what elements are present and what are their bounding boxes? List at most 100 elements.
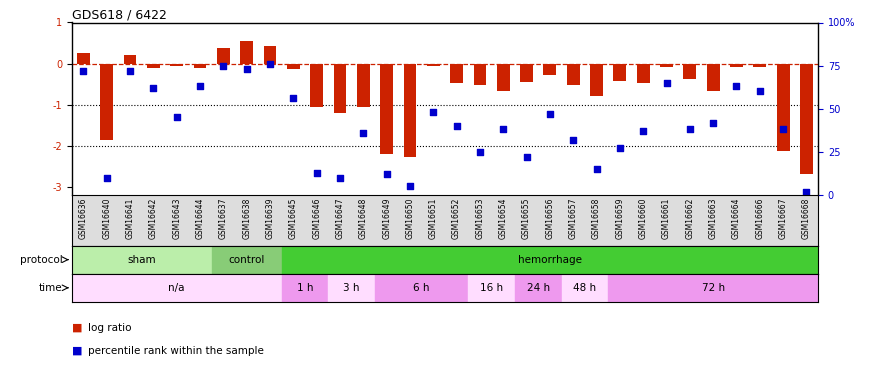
Text: GSM16656: GSM16656 <box>545 198 555 239</box>
Point <box>542 111 556 117</box>
Point <box>730 83 744 89</box>
Point <box>286 95 300 101</box>
Text: GDS618 / 6422: GDS618 / 6422 <box>72 8 166 21</box>
Bar <box>730 64 743 67</box>
Point <box>682 126 696 132</box>
Text: GSM16646: GSM16646 <box>312 198 321 239</box>
Text: control: control <box>228 255 265 265</box>
Point <box>403 183 417 189</box>
Bar <box>171 64 183 66</box>
Bar <box>212 246 282 274</box>
Text: n/a: n/a <box>169 283 185 293</box>
Bar <box>660 64 673 67</box>
Point <box>310 170 324 176</box>
Point <box>706 120 720 126</box>
Bar <box>683 64 696 79</box>
Text: 16 h: 16 h <box>480 283 503 293</box>
Text: GSM16636: GSM16636 <box>79 198 88 239</box>
Point <box>193 83 207 89</box>
Text: GSM16658: GSM16658 <box>592 198 601 239</box>
Point <box>76 68 90 74</box>
Bar <box>311 64 323 107</box>
Text: GSM16664: GSM16664 <box>732 198 741 239</box>
Bar <box>72 246 212 274</box>
Point <box>123 68 137 74</box>
Point <box>450 123 464 129</box>
Point <box>263 61 277 67</box>
Bar <box>613 64 626 81</box>
Text: GSM16639: GSM16639 <box>265 198 275 239</box>
Point <box>146 85 160 91</box>
Text: GSM16667: GSM16667 <box>779 198 788 239</box>
Point <box>333 175 347 181</box>
Point <box>216 63 230 69</box>
Point <box>752 88 766 94</box>
Bar <box>800 64 813 174</box>
Bar <box>375 274 468 302</box>
Bar <box>282 274 328 302</box>
Text: 1 h: 1 h <box>297 283 313 293</box>
Point <box>100 175 114 181</box>
Text: GSM16652: GSM16652 <box>452 198 461 239</box>
Text: hemorrhage: hemorrhage <box>518 255 582 265</box>
Text: GSM16659: GSM16659 <box>615 198 625 239</box>
Bar <box>514 274 562 302</box>
Text: GSM16642: GSM16642 <box>149 198 157 239</box>
Text: 3 h: 3 h <box>343 283 360 293</box>
Text: GSM16668: GSM16668 <box>802 198 811 239</box>
Bar <box>753 64 766 67</box>
Text: ■: ■ <box>72 346 82 355</box>
Bar <box>263 46 276 64</box>
Text: GSM16663: GSM16663 <box>709 198 717 239</box>
Point <box>636 128 650 134</box>
Bar <box>707 64 719 92</box>
Bar <box>543 64 556 75</box>
Bar <box>473 64 487 85</box>
Bar <box>333 64 346 113</box>
Bar <box>381 64 393 154</box>
Text: percentile rank within the sample: percentile rank within the sample <box>88 346 263 355</box>
Text: GSM16654: GSM16654 <box>499 198 507 239</box>
Text: GSM16648: GSM16648 <box>359 198 368 239</box>
Text: GSM16637: GSM16637 <box>219 198 228 239</box>
Text: GSM16638: GSM16638 <box>242 198 251 239</box>
Bar <box>72 274 282 302</box>
Bar <box>777 64 789 151</box>
Point <box>566 137 580 143</box>
Point <box>590 166 604 172</box>
Text: GSM16641: GSM16641 <box>125 198 135 239</box>
Bar <box>123 54 136 64</box>
Text: GSM16662: GSM16662 <box>685 198 695 239</box>
Text: log ratio: log ratio <box>88 323 131 333</box>
Bar <box>450 64 463 83</box>
Point <box>380 171 394 177</box>
Point <box>426 109 440 115</box>
Text: GSM16644: GSM16644 <box>195 198 205 239</box>
Bar <box>357 64 370 107</box>
Text: GSM16643: GSM16643 <box>172 198 181 239</box>
Text: 6 h: 6 h <box>413 283 430 293</box>
Point <box>240 66 254 72</box>
Bar <box>427 64 440 66</box>
Text: GSM16650: GSM16650 <box>405 198 415 239</box>
Point <box>473 149 487 155</box>
Bar <box>287 64 300 69</box>
Text: GSM16666: GSM16666 <box>755 198 765 239</box>
Text: 72 h: 72 h <box>702 283 724 293</box>
Bar <box>193 64 206 69</box>
Bar <box>77 53 90 64</box>
Text: protocol: protocol <box>20 255 63 265</box>
Text: GSM16649: GSM16649 <box>382 198 391 239</box>
Point <box>612 146 626 152</box>
Point <box>170 114 184 120</box>
Point <box>356 130 370 136</box>
Text: sham: sham <box>128 255 156 265</box>
Point <box>496 126 510 132</box>
Bar <box>468 274 514 302</box>
Text: GSM16653: GSM16653 <box>475 198 485 239</box>
Text: GSM16640: GSM16640 <box>102 198 111 239</box>
Bar <box>562 274 608 302</box>
Bar <box>608 274 818 302</box>
Bar <box>567 64 579 85</box>
Text: 48 h: 48 h <box>573 283 597 293</box>
